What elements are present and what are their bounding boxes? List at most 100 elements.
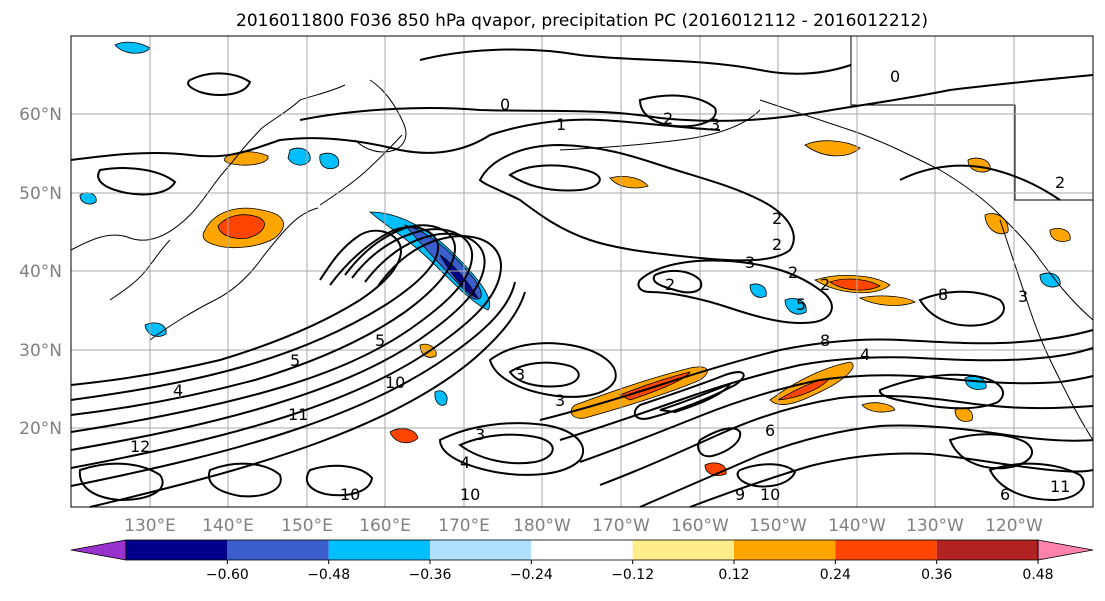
contour-label: 6 [765,421,775,440]
contour-label: 12 [130,437,150,456]
negative-anomaly-patch [434,390,448,406]
latitude-labels: 60°N 50°N 40°N 30°N 20°N [19,105,62,439]
contour-line [438,422,585,476]
contour-label: 4 [173,381,183,400]
contour-line [70,232,486,451]
colorbar-tick-label: 0.24 [820,567,851,583]
contour-line [599,394,1094,486]
colorbar-segments [70,539,1094,561]
colorbar-tick-label: 0.12 [718,567,749,583]
contour-line [70,224,457,416]
colorbar-segment [632,540,734,560]
contour-line [508,361,580,388]
colorbar-segment [734,540,836,560]
contour-label: 3 [515,365,525,384]
positive-anomaly-patch [804,140,861,157]
lat-label-60n: 60°N [19,105,62,125]
contour-line [736,463,797,488]
contour-line [697,427,742,458]
lon-label-170w: 170°W [592,516,650,536]
contour-line [187,72,252,96]
positive-anomaly-patch [609,176,649,189]
contour-label: 2 [1055,173,1065,192]
lon-label-130w: 130°W [906,516,964,536]
colorbar-tick-label: 0.36 [921,567,952,583]
contour-label: 2 [788,263,798,282]
contour-label: 0 [500,95,510,114]
contour-label: 2 [772,235,782,254]
lon-label-160w: 160°W [671,516,729,536]
contour-label: 6 [1000,485,1010,504]
contour-line [638,94,717,128]
contour-label: 3 [710,115,720,134]
contour-line [659,381,733,414]
colorbar-outline [125,539,1039,561]
contour-label: 10 [340,485,360,504]
colorbar: −0.60 −0.48 −0.36 −0.24 −0.12 0.12 0.24 0.36 0.4… [70,539,1094,583]
colorbar-segment [328,540,430,560]
contour-line [70,228,474,433]
contour-label: 10 [460,485,480,504]
contour-line [899,164,1061,201]
contour-label: 5 [796,295,806,314]
contour-label: 3 [745,253,755,272]
positive-anomaly-core [829,278,881,291]
kamchatka-coastline [354,79,407,153]
contour-line [637,259,833,325]
contour-label: 1 [556,115,566,134]
contour-labels: 0 0 1 2 3 2 2 2 2 3 5 8 3 2 5 3 3 8 2 4 … [130,67,1070,504]
contour-line [70,234,502,469]
contour-label: 5 [375,331,385,350]
colorbar-segment [531,540,633,560]
contour-label: 2 [665,275,675,294]
lat-label-30n: 30°N [19,341,62,361]
contour-label: 2 [772,209,782,228]
contour-label: 9 [735,485,745,504]
lat-label-40n: 40°N [19,262,62,282]
contour-label: 8 [938,285,948,304]
contour-line [988,462,1085,502]
colorbar-arrow-max [1037,539,1094,561]
contour-label: 0 [890,67,900,86]
colorbar-tick-label: −0.36 [409,567,452,583]
lon-label-180w: 180°W [513,516,571,536]
contour-label: 3 [475,425,485,444]
contour-line [70,229,402,386]
contour-label: 10 [385,373,405,392]
positive-anomaly-patch [984,213,1009,235]
alaska-coastline [759,99,1094,321]
contour-line [478,143,795,262]
contour-line [539,329,1094,421]
contour-line [207,462,282,498]
contour-line [559,347,1094,441]
contour-label: 5 [290,351,300,370]
qvapor-contours [70,48,1094,508]
lon-label-170e: 170°E [438,516,490,536]
colorbar-segment [835,540,937,560]
colorbar-segment [936,540,1038,560]
lon-label-120w: 120°W [985,516,1043,536]
graticule [71,36,1093,507]
contour-label: 10 [760,485,780,504]
contour-label: 11 [288,405,308,424]
colorbar-segment [430,540,532,560]
colorbar-tick-labels: −0.60 −0.48 −0.36 −0.24 −0.12 0.12 0.24 0.36 0.4… [206,560,1054,583]
colorbar-arrow-min [70,539,127,561]
contour-line [458,433,554,465]
positive-anomaly-patch [1049,228,1071,242]
lon-label-150w: 150°W [749,516,807,536]
lon-label-160e: 160°E [359,516,411,536]
positive-anomaly-patch [858,295,916,306]
contour-line [70,118,721,161]
colorbar-tick-label: −0.24 [510,567,553,583]
colorbar-tick-label: −0.60 [206,567,249,583]
contour-line [918,290,1005,327]
contour-line [488,342,617,398]
map-frame [70,35,1094,508]
contour-line [89,291,526,508]
contour-line [948,433,1033,470]
contour-line [639,424,1094,508]
positive-anomaly-patch [861,402,896,413]
colorbar-tick-label: 0.48 [1022,567,1053,583]
